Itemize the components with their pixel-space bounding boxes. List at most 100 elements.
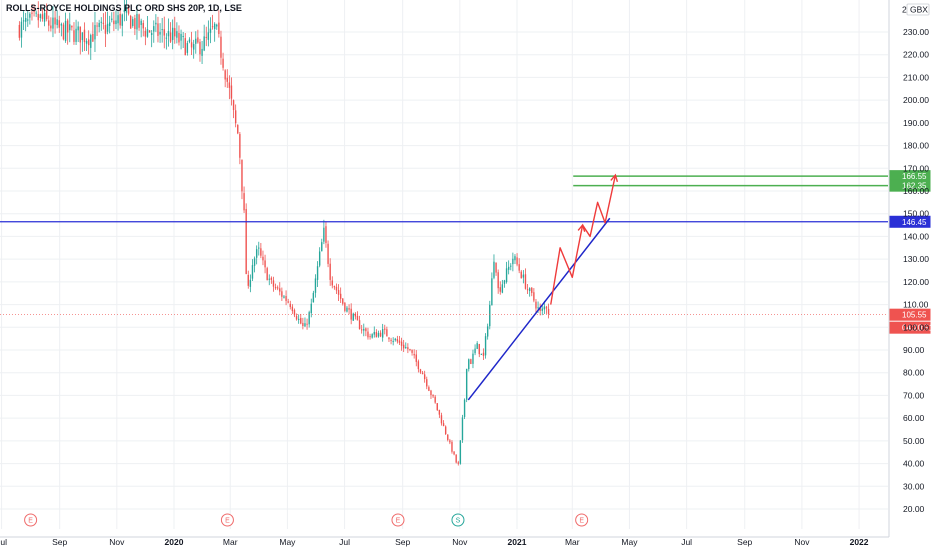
candle-body [465,368,468,400]
candle-body [468,359,470,370]
candle-body [398,340,401,343]
candle-body [392,341,394,343]
candle-body [54,17,56,25]
candle-body [373,331,375,335]
candle-body [318,251,321,266]
candle-body [35,12,37,14]
candle-body [113,20,115,25]
projection-arrowhead [577,223,586,232]
candle-body [379,332,382,337]
candle-body [234,110,237,124]
y-tick-label: 170.00 [903,163,929,173]
candle-body [243,193,245,211]
candle-body [270,277,273,281]
candle-body [407,347,409,350]
candle-body [493,261,495,278]
candle-body [510,265,512,267]
candle-body [543,306,546,310]
candle-body [43,12,46,22]
event-marker-label: S [456,518,461,525]
candle-body [394,338,396,341]
candle-body [29,13,31,18]
candle-body [249,279,252,287]
candle-body [241,159,243,192]
candle-body [541,308,543,311]
x-tick-label: Nov [452,537,468,547]
candle-body [266,268,268,281]
currency-button[interactable]: GBX [906,3,930,16]
candle-body [367,331,369,338]
candle-body [352,313,354,321]
candle-body [60,24,63,26]
candle-body [537,307,539,309]
candle-body [199,41,201,55]
candle-body [321,242,323,252]
candle-body [155,22,157,25]
current-price-badge [889,308,931,321]
candle-body [375,331,378,338]
grid-lines [0,0,888,529]
candle-body [455,454,457,463]
candle-body [447,434,449,440]
event-marker-label: E [28,518,33,525]
candle-body [302,322,304,327]
y-tick-label: 130.00 [903,254,929,264]
candle-body [428,387,430,391]
projection-path [550,174,617,305]
candle-body [134,18,136,29]
candle-body [381,329,384,338]
candle-body [56,19,58,26]
candle-body [484,336,487,356]
candle-body [115,20,117,25]
candle-body [201,48,203,56]
candle-body [195,38,197,44]
candle-body [436,403,438,411]
chart-title: ROLLS-ROYCE HOLDINGS PLC ORD SHS 20P, 1D… [6,3,242,13]
candle-body [253,258,256,266]
candle-body [125,7,128,13]
target-label: 166.55 [902,172,927,181]
candle-body [310,303,312,314]
y-tick-label: 230.00 [903,27,929,37]
projection-arrowhead [610,173,619,183]
candle-body [37,13,39,21]
candle-body [539,307,541,311]
candle-body [335,286,338,291]
candle-body [262,256,264,261]
candle-body [176,31,178,38]
candle-body [83,29,86,43]
candle-body [111,18,113,20]
candle-body [129,16,132,29]
candle-body [209,28,212,33]
candle-body [430,390,432,396]
candle-body [33,10,35,13]
candle-body [232,100,235,111]
candle-body [423,374,426,380]
x-tick-label: Jul [0,537,7,547]
candle-body [346,307,348,312]
candle-body [224,70,226,80]
candle-body [396,339,399,342]
target-badge [889,179,931,192]
candle-body [283,296,285,298]
resistance-badge [889,215,931,228]
candle-body [171,27,174,40]
countdown-label: 04:20:51 [902,324,932,333]
candle-body [245,209,247,275]
candle-body [190,42,193,48]
candle-body [184,38,186,56]
candle-body [222,58,224,68]
candle-body [470,359,472,364]
candle-body [327,243,329,264]
candle-body [104,24,107,34]
y-tick-label: 160.00 [903,186,929,196]
candle-body [31,12,33,14]
candle-body [69,24,71,31]
candle-body [153,26,155,32]
x-tick-label: Jul [681,537,692,547]
candle-body [108,22,111,26]
